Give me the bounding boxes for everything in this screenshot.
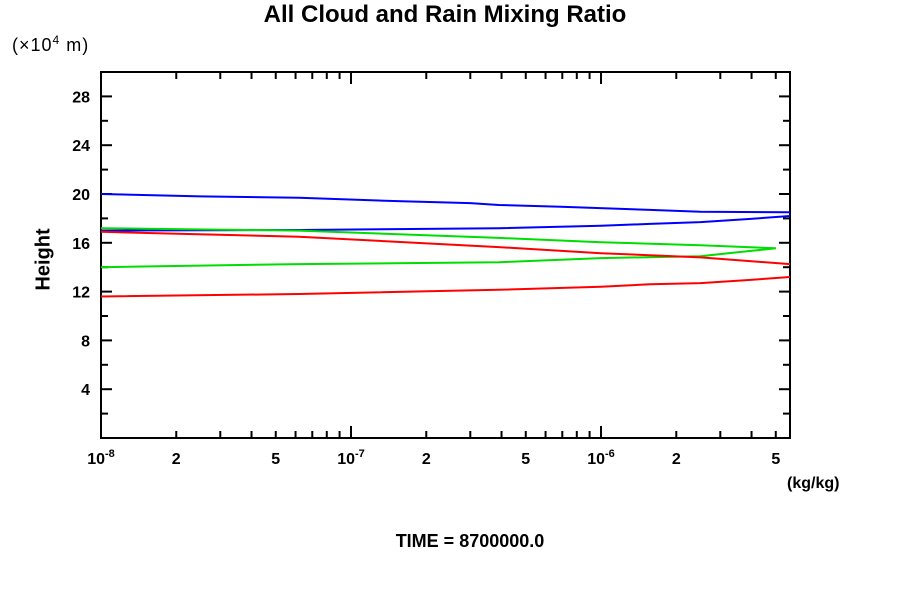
series-red-upper-branch xyxy=(100,230,791,266)
series-green-upper-branch xyxy=(100,227,776,250)
series-red-lower-branch xyxy=(100,276,791,298)
x-axis-tick-labels: 10-8 2 5 10-7 2 5 10-6 2 5 xyxy=(87,448,780,468)
x-tick-label: 5 xyxy=(771,451,780,468)
series-blue-upper-branch xyxy=(100,193,791,214)
time-label: TIME = 8700000.0 xyxy=(395,531,545,551)
y-axis-ticks xyxy=(101,95,790,415)
y-tick-label: 8 xyxy=(81,333,90,350)
x-axis-ticks xyxy=(100,72,777,438)
y-axis-unit-label: (×104 m) xyxy=(12,33,89,56)
y-tick-label: 4 xyxy=(81,382,90,399)
chart-title: All Cloud and Rain Mixing Ratio xyxy=(263,1,627,28)
y-axis-unit-prefix: (×10 xyxy=(12,35,53,55)
y-tick-label: 20 xyxy=(72,187,90,204)
y-tick-label: 28 xyxy=(72,89,90,106)
y-tick-label: 16 xyxy=(72,236,90,253)
x-tick-label: 2 xyxy=(172,451,181,468)
series-blue-lower-branch xyxy=(100,215,791,232)
y-axis-tick-labels: 4 8 12 16 20 24 28 xyxy=(72,89,90,399)
x-tick-label: 5 xyxy=(521,451,530,468)
y-tick-label: 12 xyxy=(72,285,90,302)
x-axis-unit-label: (kg/kg) xyxy=(787,475,840,492)
x-tick-label: 10-6 xyxy=(587,448,615,468)
y-axis-unit-exponent: 4 xyxy=(52,33,61,47)
x-tick-label: 2 xyxy=(672,451,681,468)
x-tick-label: 10-8 xyxy=(87,448,115,468)
series-green-lower-branch xyxy=(100,247,776,269)
data-series xyxy=(100,193,791,298)
y-tick-label: 24 xyxy=(72,138,90,155)
x-tick-label: 2 xyxy=(422,451,431,468)
y-axis-unit-suffix: m) xyxy=(60,35,90,55)
x-tick-label: 10-7 xyxy=(337,448,365,468)
plot-frame xyxy=(100,71,791,439)
x-tick-label: 5 xyxy=(271,451,280,468)
